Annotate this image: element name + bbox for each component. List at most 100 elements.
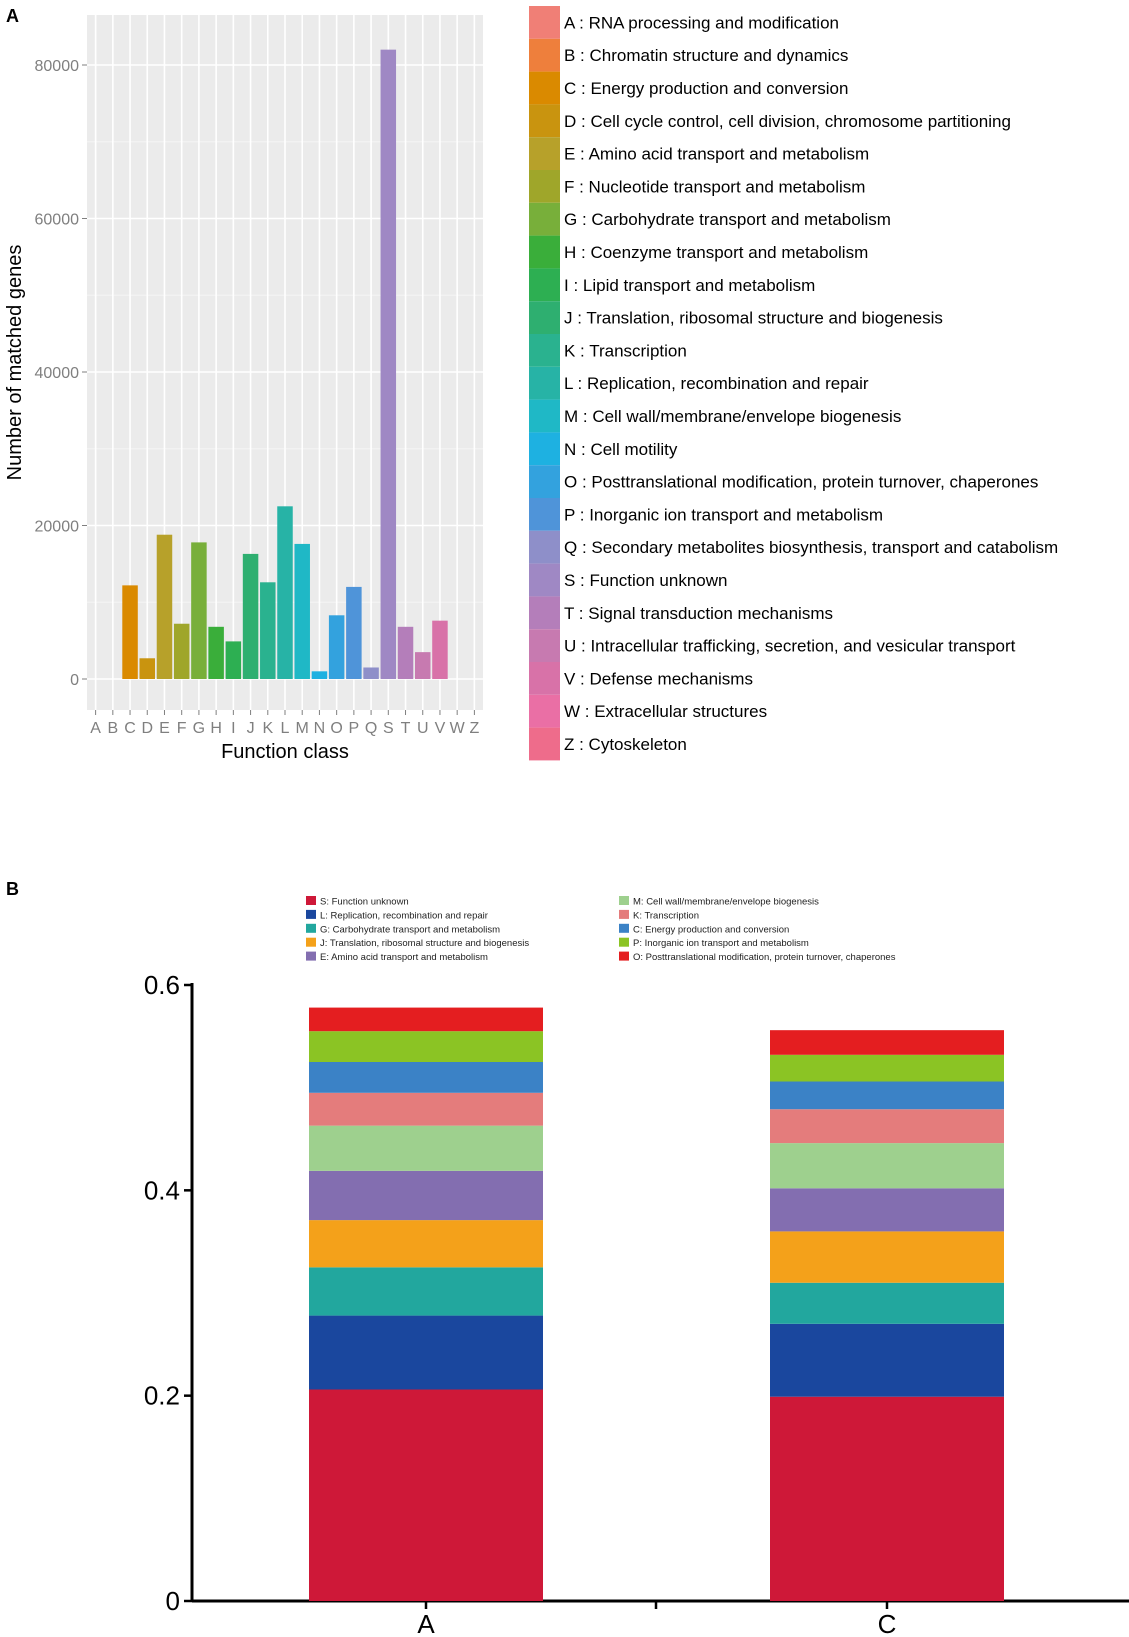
legend-swatch-3-0 (306, 937, 316, 947)
legend-item-T: T : Signal transduction mechanisms (564, 604, 833, 623)
y-tick-label: 20000 (35, 519, 80, 536)
legend-item-Z: Z : Cytoskeleton (564, 735, 687, 754)
y-tick-label: 80000 (35, 58, 80, 75)
legend-item: C: Energy production and conversion (633, 924, 789, 935)
segment-A-1 (309, 1315, 543, 1390)
x-tick-label: D (141, 720, 153, 737)
legend-swatch-1-0 (306, 909, 316, 919)
y-tick-label: 0.2 (144, 1381, 180, 1411)
bar-U (414, 652, 431, 679)
x-tick-label: A (417, 1609, 435, 1637)
legend-swatch-U (529, 629, 560, 662)
x-tick-label: F (177, 720, 187, 737)
segment-C-1 (770, 1323, 1004, 1397)
segment-A-8 (309, 1031, 543, 1062)
segment-C-4 (770, 1188, 1004, 1232)
legend-swatch-N (529, 432, 560, 466)
legend-item-E: E : Amino acid transport and metabolism (564, 145, 869, 164)
segment-C-7 (770, 1081, 1004, 1110)
legend-item: G: Carbohydrate transport and metabolism (320, 924, 500, 935)
x-tick-label: E (159, 720, 170, 737)
legend-swatch-0-0 (306, 896, 316, 905)
legend-item-M: M : Cell wall/membrane/envelope biogenes… (564, 407, 901, 426)
legend-swatch-O (529, 465, 560, 498)
segment-A-3 (309, 1220, 543, 1268)
legend-item-C: C : Energy production and conversion (564, 79, 848, 98)
legend-swatch-P (529, 498, 560, 531)
segment-A-9 (309, 1007, 543, 1032)
legend-swatch-K (529, 334, 560, 367)
legend-swatch-1-1 (619, 909, 629, 919)
x-tick-label: J (247, 720, 255, 737)
x-tick-label: I (231, 720, 235, 737)
legend-swatch-I (529, 268, 560, 302)
segment-C-5 (770, 1143, 1004, 1189)
legend-item: M: Cell wall/membrane/envelope biogenesi… (633, 897, 819, 908)
y-tick-label: 0 (166, 1586, 180, 1616)
legend-item-W: W : Extracellular structures (564, 702, 767, 721)
legend-item: O: Posttranslational modification, prote… (633, 952, 896, 963)
legend-item-N: N : Cell motility (564, 440, 678, 459)
legend-swatch-0-1 (619, 896, 629, 905)
legend-item-G: G : Carbohydrate transport and metabolis… (564, 210, 891, 229)
x-tick-label: P (349, 720, 360, 737)
bar-H (208, 626, 224, 679)
segment-C-3 (770, 1231, 1004, 1283)
legend-swatch-W (529, 694, 560, 728)
legend-swatch-4-1 (619, 951, 629, 961)
segment-A-2 (309, 1267, 543, 1316)
bar-I (225, 641, 242, 679)
legend-swatch-D (529, 104, 560, 138)
x-tick-label: H (210, 720, 222, 737)
bar-J (242, 553, 259, 679)
bar-T (397, 626, 414, 679)
legend-swatch-A (529, 6, 560, 39)
x-tick-label: B (107, 720, 118, 737)
panel-b-chart: 0 0.2 0.4 0.6 A C (144, 970, 1129, 1637)
x-axis-title: Function class (221, 741, 349, 763)
bar-S (380, 49, 397, 679)
x-tick-label: C (124, 720, 136, 737)
legend-item: K: Transcription (633, 910, 699, 921)
y-tick-label: 40000 (35, 365, 80, 382)
legend-swatch-H (529, 235, 560, 269)
legend-swatch-2-0 (306, 923, 316, 933)
legend-swatch-2-1 (619, 923, 629, 933)
legend-item-U: U : Intracellular trafficking, secretion… (564, 637, 1016, 656)
y-tick-label: 0 (70, 672, 79, 689)
legend-item: E: Amino acid transport and metabolism (320, 952, 488, 963)
legend-swatch-J (529, 301, 560, 334)
bar-K (260, 582, 276, 679)
segment-C-0 (770, 1396, 1004, 1601)
legend-swatch-Z (529, 727, 560, 761)
bar-D (139, 658, 156, 679)
segment-C-9 (770, 1030, 1004, 1055)
legend-item: L: Replication, recombination and repair (320, 910, 488, 921)
bar-V (432, 620, 448, 679)
segment-C-6 (770, 1109, 1004, 1144)
x-tick-label: M (296, 720, 309, 737)
legend-swatch-C (529, 71, 560, 105)
bar-L (277, 506, 293, 679)
x-tick-label: G (193, 720, 205, 737)
bar-M (294, 543, 310, 679)
legend-item: J: Translation, ribosomal structure and … (320, 938, 529, 949)
legend-swatch-3-1 (619, 937, 629, 947)
legend-item-V: V : Defense mechanisms (564, 669, 753, 688)
legend-item-H: H : Coenzyme transport and metabolism (564, 243, 868, 262)
legend-item-F: F : Nucleotide transport and metabolism (564, 177, 865, 196)
segment-A-4 (309, 1170, 543, 1221)
legend-item-B: B : Chromatin structure and dynamics (564, 46, 848, 65)
legend-item-A: A : RNA processing and modification (564, 13, 839, 32)
legend-item-O: O : Posttranslational modification, prot… (564, 473, 1038, 492)
bar-O (328, 615, 345, 679)
legend-swatch-B (529, 38, 560, 72)
legend-swatch-E (529, 137, 560, 170)
panel-a-legend: A : RNA processing and modification B : C… (529, 6, 1058, 761)
legend-item-P: P : Inorganic ion transport and metaboli… (564, 505, 883, 524)
legend-swatch-Q (529, 530, 560, 564)
x-tick-label: W (450, 720, 466, 737)
legend-item-L: L : Replication, recombination and repai… (564, 374, 869, 393)
legend-swatch-T (529, 596, 560, 630)
